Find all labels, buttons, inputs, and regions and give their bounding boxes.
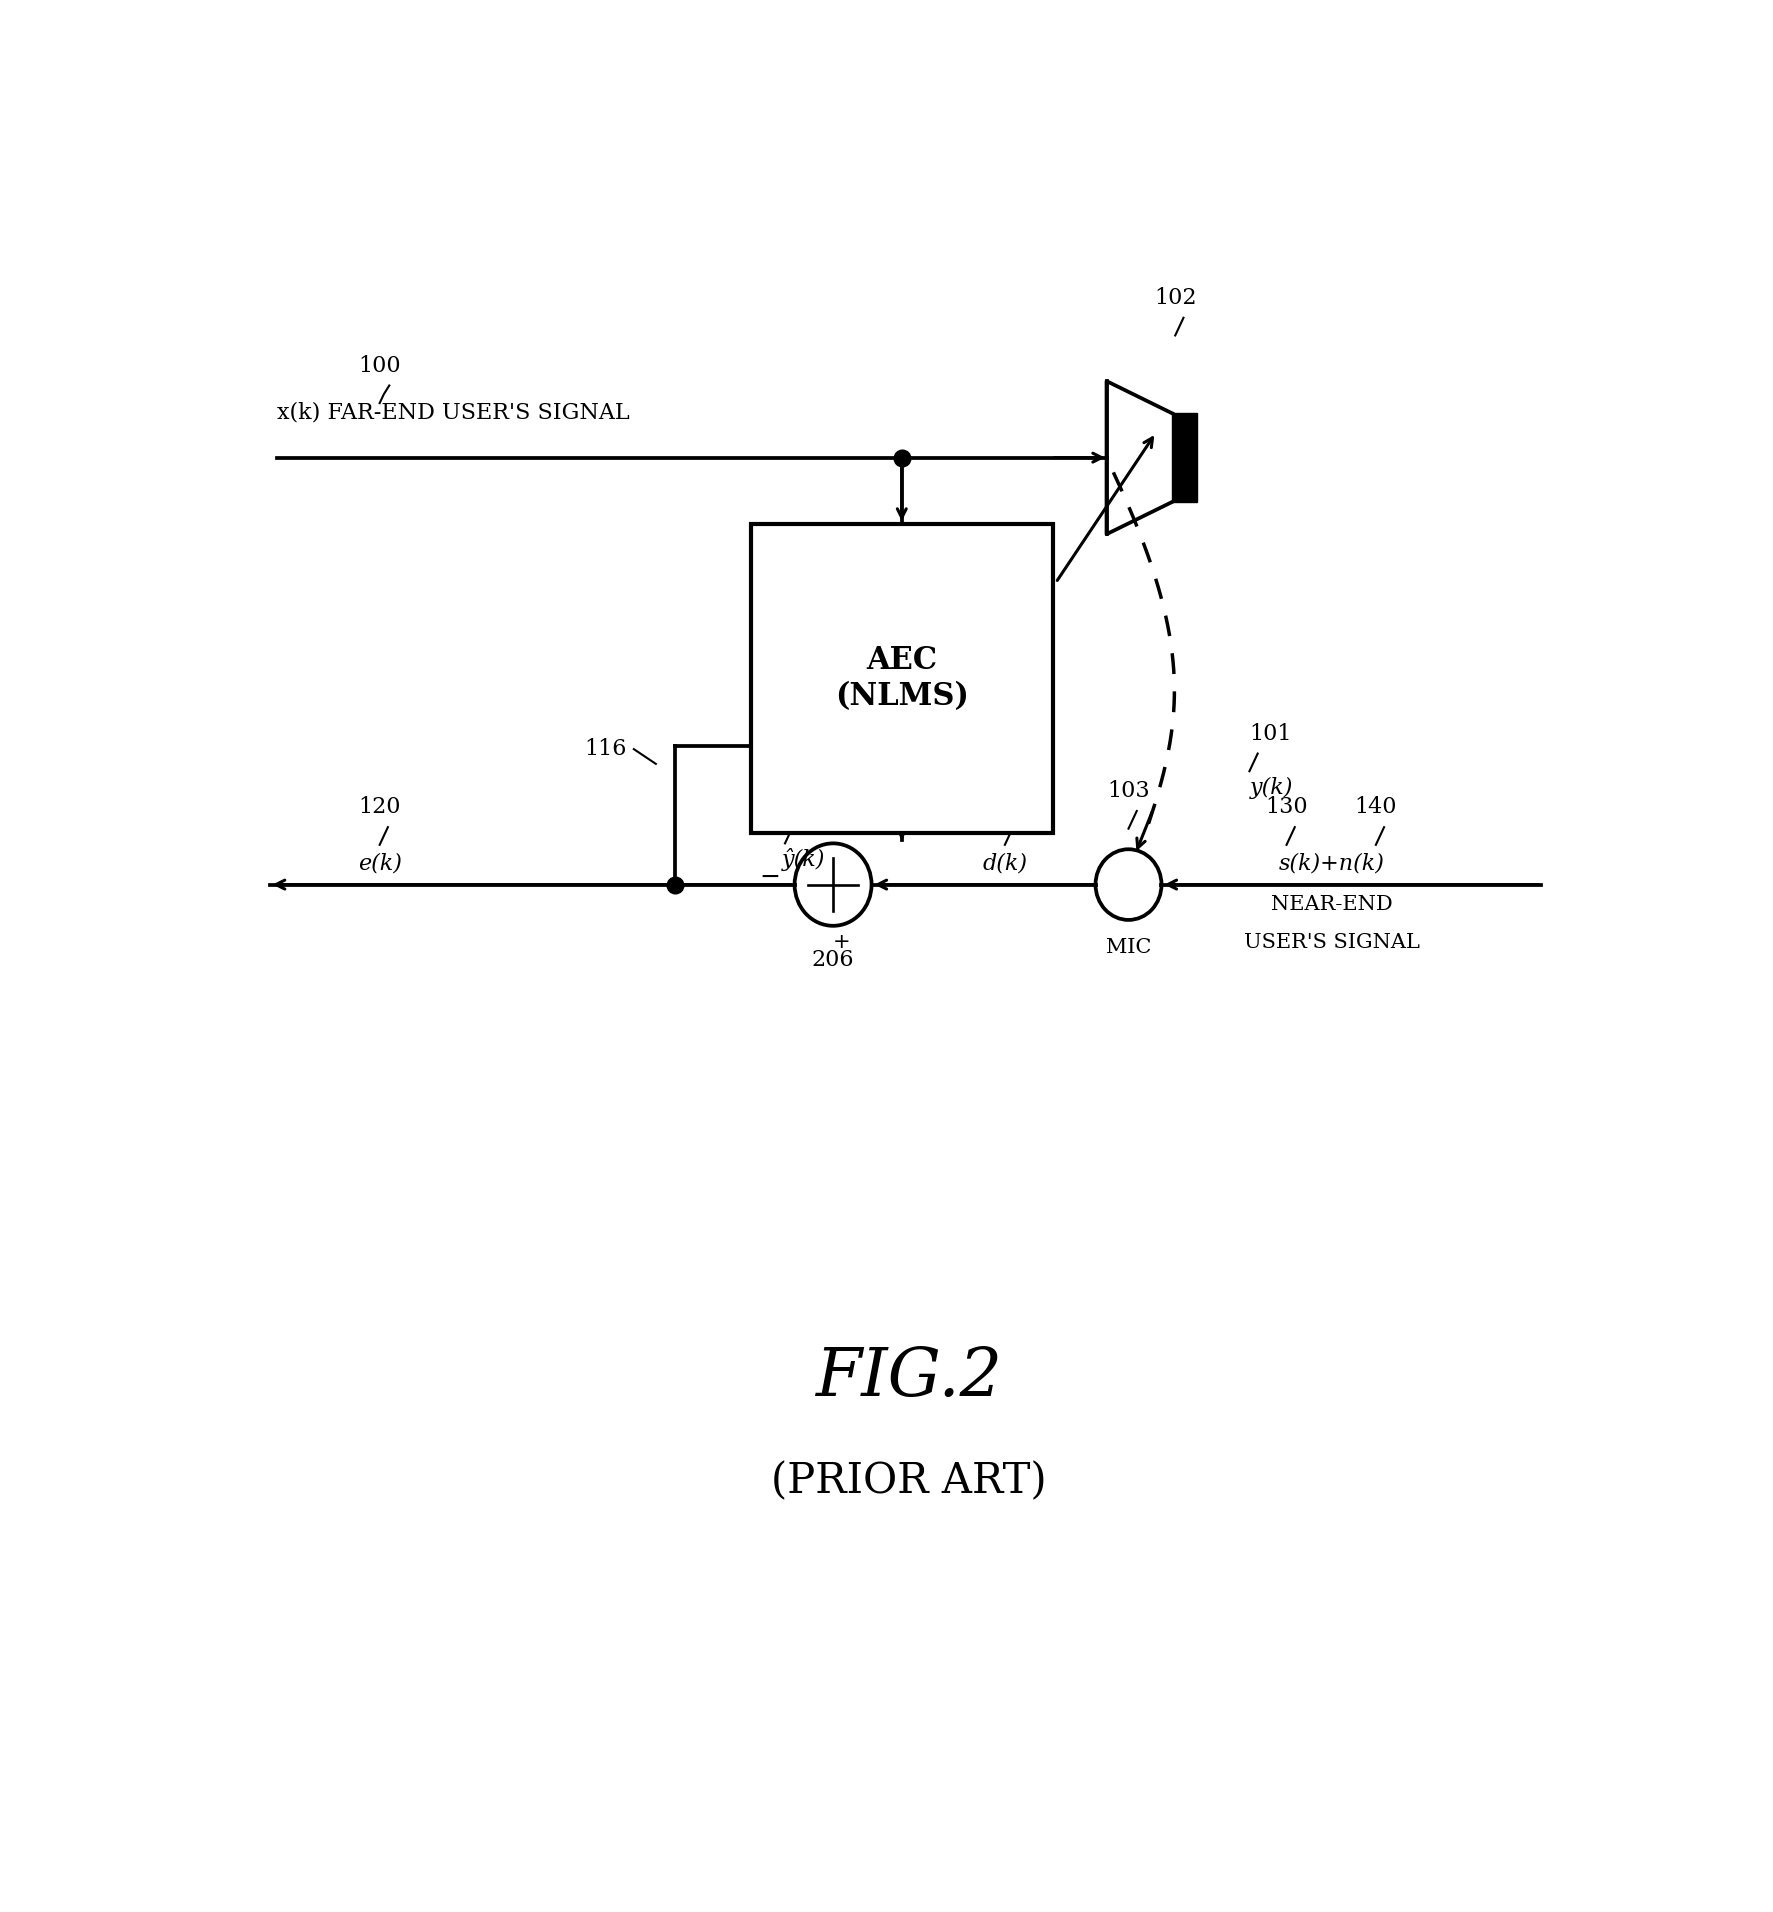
Text: +: + bbox=[833, 931, 849, 952]
Text: FIG.2: FIG.2 bbox=[816, 1346, 1002, 1411]
Text: x(k) FAR-END USER'S SIGNAL: x(k) FAR-END USER'S SIGNAL bbox=[277, 402, 629, 424]
Text: AEC
(NLMS): AEC (NLMS) bbox=[835, 644, 968, 711]
Text: MIC: MIC bbox=[1106, 937, 1151, 956]
Text: 101: 101 bbox=[1250, 723, 1293, 746]
Text: NEAR-END: NEAR-END bbox=[1271, 895, 1394, 914]
Text: 140: 140 bbox=[1355, 795, 1397, 818]
Text: −: − bbox=[761, 866, 780, 889]
Text: ŷ(k): ŷ(k) bbox=[782, 847, 826, 870]
Text: y(k): y(k) bbox=[1250, 776, 1293, 799]
Text: 100: 100 bbox=[358, 354, 401, 377]
Bar bbox=[750, 524, 1053, 834]
Text: 104: 104 bbox=[984, 795, 1027, 818]
Text: 206: 206 bbox=[812, 950, 855, 971]
Text: 120: 120 bbox=[358, 795, 401, 818]
Text: 204: 204 bbox=[782, 795, 824, 818]
Text: 130: 130 bbox=[1266, 795, 1308, 818]
Text: s(k)+n(k): s(k)+n(k) bbox=[1278, 853, 1385, 874]
Text: (PRIOR ART): (PRIOR ART) bbox=[771, 1461, 1046, 1501]
Text: 116: 116 bbox=[585, 738, 628, 761]
Text: USER'S SIGNAL: USER'S SIGNAL bbox=[1245, 933, 1420, 952]
Text: e(k): e(k) bbox=[358, 853, 401, 874]
Polygon shape bbox=[1172, 413, 1197, 501]
Text: d(k): d(k) bbox=[982, 853, 1027, 874]
Text: 102: 102 bbox=[1154, 287, 1197, 310]
Text: 103: 103 bbox=[1106, 780, 1151, 803]
